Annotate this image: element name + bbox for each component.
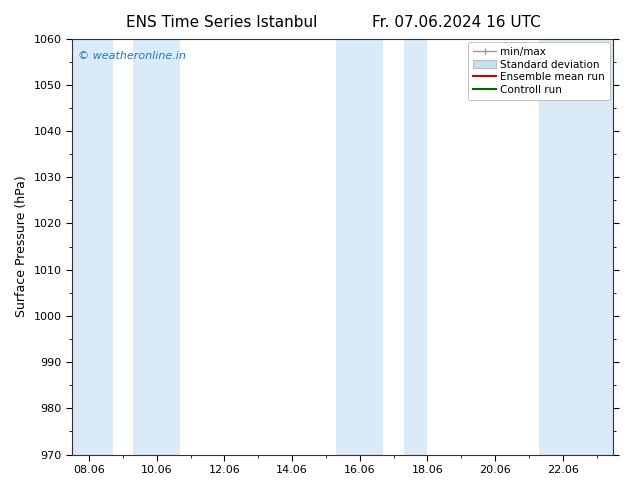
Bar [133, 39, 180, 455]
Bar [336, 39, 384, 455]
Bar [539, 39, 614, 455]
Text: © weatheronline.in: © weatheronline.in [77, 51, 185, 61]
Text: ENS Time Series Istanbul: ENS Time Series Istanbul [126, 15, 318, 30]
Legend: min/max, Standard deviation, Ensemble mean run, Controll run: min/max, Standard deviation, Ensemble me… [468, 42, 611, 100]
Text: Fr. 07.06.2024 16 UTC: Fr. 07.06.2024 16 UTC [372, 15, 541, 30]
Y-axis label: Surface Pressure (hPa): Surface Pressure (hPa) [15, 176, 28, 318]
Bar [404, 39, 427, 455]
Bar [72, 39, 113, 455]
